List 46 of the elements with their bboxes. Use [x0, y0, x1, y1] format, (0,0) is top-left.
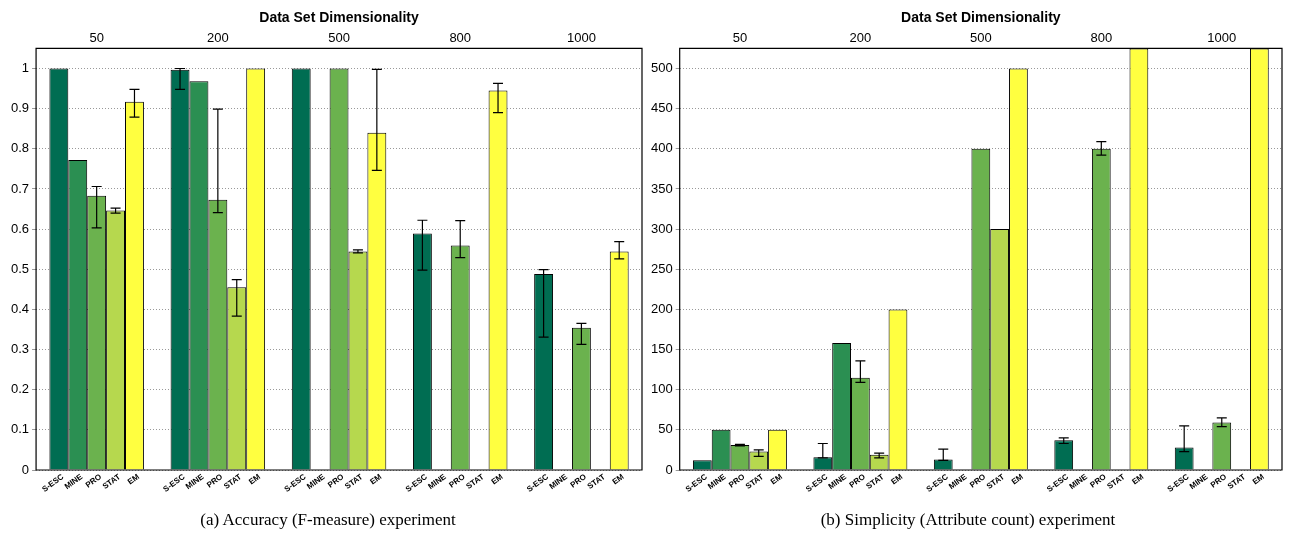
- text: EM: [1009, 472, 1025, 487]
- y-tick-label: 300: [650, 220, 673, 236]
- x-tick-label: 1000: [1207, 30, 1237, 46]
- text: EM: [489, 472, 505, 487]
- y-tick-label: 0.6: [10, 220, 30, 236]
- y-tick-label: 0.2: [10, 381, 30, 397]
- text: (a) Accuracy (F-measure) experiment: [200, 510, 456, 530]
- y-tick-label: 0.7: [10, 180, 30, 196]
- x-tick-label: 200: [207, 30, 229, 46]
- text: EM: [125, 471, 142, 487]
- y-tick-label: 0.4: [10, 300, 30, 316]
- text: EM: [1250, 472, 1266, 487]
- text: EM: [768, 471, 785, 487]
- text: EM: [889, 472, 905, 487]
- y-tick-label: 0.1: [10, 421, 30, 437]
- y-tick-label: 50: [658, 421, 673, 437]
- text: EM: [368, 472, 384, 487]
- text: EM: [610, 472, 626, 487]
- x-tick-label: 50: [732, 30, 748, 46]
- y-tick-label: 1: [21, 60, 30, 76]
- y-tick-label: 0.9: [10, 100, 30, 116]
- y-tick-label: 0.8: [10, 140, 30, 156]
- text: EM: [1130, 472, 1146, 487]
- y-tick-label: 350: [650, 180, 673, 196]
- y-tick-label: 450: [650, 100, 673, 116]
- x-tick-label: 500: [969, 30, 992, 46]
- x-tick-label: 500: [328, 30, 350, 46]
- x-axis-title: Data Set Dimensionality: [901, 9, 1061, 26]
- text: (b) Simplicity (Attribute count) experiment: [820, 510, 1116, 530]
- y-tick-label: 0.5: [10, 260, 30, 276]
- y-tick-label: 0.3: [10, 341, 30, 357]
- text: EM: [247, 472, 263, 487]
- x-tick-label: 200: [849, 30, 872, 46]
- y-tick-label: 400: [650, 140, 673, 156]
- y-tick-label: 0: [665, 461, 673, 477]
- y-tick-label: 0: [21, 461, 30, 477]
- y-tick-label: 500: [650, 60, 673, 76]
- x-tick-label: 800: [1090, 30, 1113, 46]
- y-tick-label: 250: [650, 260, 673, 276]
- x-tick-label: 1000: [566, 30, 596, 46]
- x-axis-title: Data Set Dimensionality: [259, 9, 419, 26]
- y-tick-label: 200: [650, 300, 673, 316]
- x-tick-label: 800: [449, 30, 472, 46]
- y-tick-label: 100: [650, 381, 673, 397]
- y-tick-label: 150: [650, 341, 673, 357]
- x-tick-label: 50: [89, 30, 104, 46]
